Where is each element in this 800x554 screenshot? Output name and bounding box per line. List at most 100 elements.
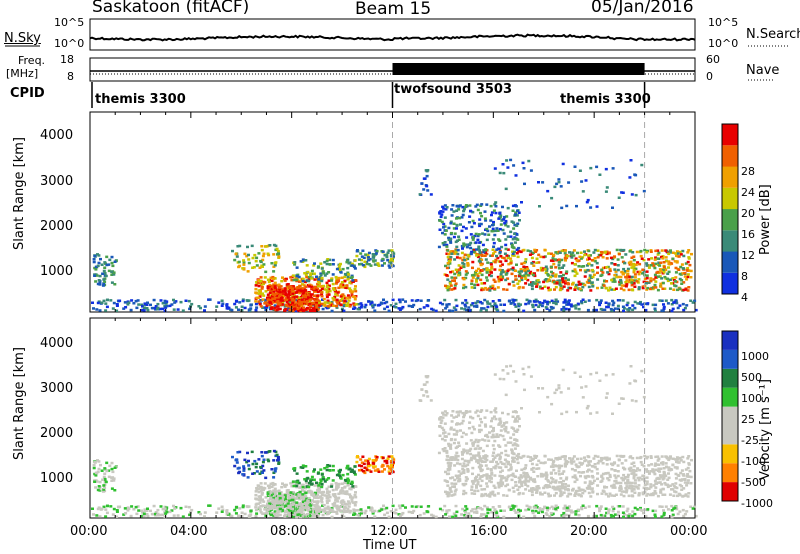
power-cell: [483, 217, 487, 220]
power-cell: [149, 303, 152, 307]
power-cell: [488, 273, 492, 277]
power-cell: [682, 308, 686, 312]
power-cell: [512, 254, 516, 257]
power-cell: [633, 285, 637, 288]
power-cell: [295, 274, 299, 278]
power-cell: [445, 206, 449, 209]
velocity-cell: [575, 489, 579, 493]
power-cell: [308, 275, 311, 279]
power-cb-tick-4: 4: [741, 291, 748, 304]
power-cell: [577, 287, 581, 290]
power-cell: [604, 167, 608, 171]
velocity-cell: [269, 496, 273, 499]
power-cell: [270, 307, 273, 311]
plot-title: Saskatoon (fitACF): [92, 0, 250, 17]
velocity-cell: [537, 467, 541, 470]
velocity-cell: [271, 499, 275, 502]
power-cell: [601, 256, 605, 259]
velocity-cell: [478, 477, 482, 480]
xtick-6: 00:00: [670, 524, 708, 539]
power-cell: [93, 274, 97, 277]
velocity-cell: [304, 496, 308, 500]
velocity-cell: [606, 477, 610, 480]
velocity-cell: [293, 497, 296, 500]
power-cell: [477, 300, 481, 304]
velocity-cell: [364, 459, 368, 462]
velocity-cell: [225, 509, 229, 512]
velocity-cell: [607, 495, 610, 498]
velocity-cell: [262, 500, 266, 503]
power-cell: [470, 286, 474, 289]
velocity-cell: [347, 479, 351, 482]
power-cell: [363, 305, 367, 309]
power-cell: [252, 266, 256, 269]
velocity-cell: [299, 495, 303, 499]
power-cell: [410, 299, 414, 302]
velocity-cell: [359, 508, 363, 511]
power-cell: [245, 254, 249, 258]
power-cell: [110, 255, 114, 259]
velocity-cell: [674, 482, 678, 485]
velocity-cell: [130, 505, 134, 508]
power-cell: [551, 272, 555, 275]
velocity-cell: [445, 511, 449, 514]
velocity-cell: [485, 458, 489, 462]
power-cell: [353, 298, 357, 301]
power-cell: [294, 278, 298, 282]
velocity-cell: [577, 513, 581, 517]
x-axis-label: Time UT: [363, 538, 417, 553]
velocity-cell: [647, 487, 651, 490]
velocity-cell: [255, 502, 259, 506]
velocity-cell: [464, 511, 468, 514]
velocity-cell: [671, 463, 675, 466]
power-cell: [557, 267, 561, 270]
velocity-cell: [583, 506, 587, 509]
power-cell: [501, 270, 505, 274]
power-cell: [346, 278, 350, 281]
velocity-cell: [150, 512, 154, 516]
velocity-cell: [346, 477, 350, 480]
velocity-cell: [285, 506, 289, 510]
power-cell: [453, 284, 457, 287]
velocity-cell: [512, 460, 516, 463]
power-cell: [547, 279, 551, 282]
power-cell: [341, 267, 345, 271]
power-cell: [544, 306, 548, 309]
power-cell: [583, 300, 587, 303]
power-cell: [676, 306, 680, 310]
velocity-cell: [300, 504, 304, 507]
power-cell: [377, 264, 381, 267]
power-cell: [321, 270, 325, 273]
velocity-cell: [225, 512, 229, 515]
power-cell: [434, 309, 438, 313]
power-cell: [301, 279, 305, 283]
power-cell: [130, 299, 134, 302]
power-cell: [111, 307, 115, 310]
power-cell: [422, 306, 426, 309]
velocity-cell: [322, 503, 326, 507]
power-cell: [461, 261, 465, 265]
velocity-cell: [670, 504, 674, 508]
power-cell: [332, 298, 336, 302]
power-cell: [577, 280, 581, 284]
power-cell: [353, 259, 357, 262]
velocity-cell: [539, 493, 543, 496]
velocity-cell: [353, 513, 357, 516]
velocity-cell: [400, 513, 404, 516]
velocity-cell: [464, 476, 468, 479]
power-cell: [283, 290, 287, 293]
power-cell: [536, 269, 540, 272]
velocity-cell: [172, 504, 175, 508]
velocity-cell: [690, 458, 693, 462]
power-cell: [464, 227, 468, 230]
power-cell: [271, 293, 275, 296]
velocity-cell: [350, 481, 354, 485]
power-cell: [273, 277, 277, 280]
power-cell: [495, 248, 499, 251]
power-cell: [671, 251, 675, 254]
power-cell: [671, 307, 675, 311]
power-cell: [99, 257, 102, 261]
mhz-label: [MHz]: [6, 67, 39, 80]
velocity-cell: [301, 484, 305, 487]
velocity-cell: [500, 469, 504, 472]
